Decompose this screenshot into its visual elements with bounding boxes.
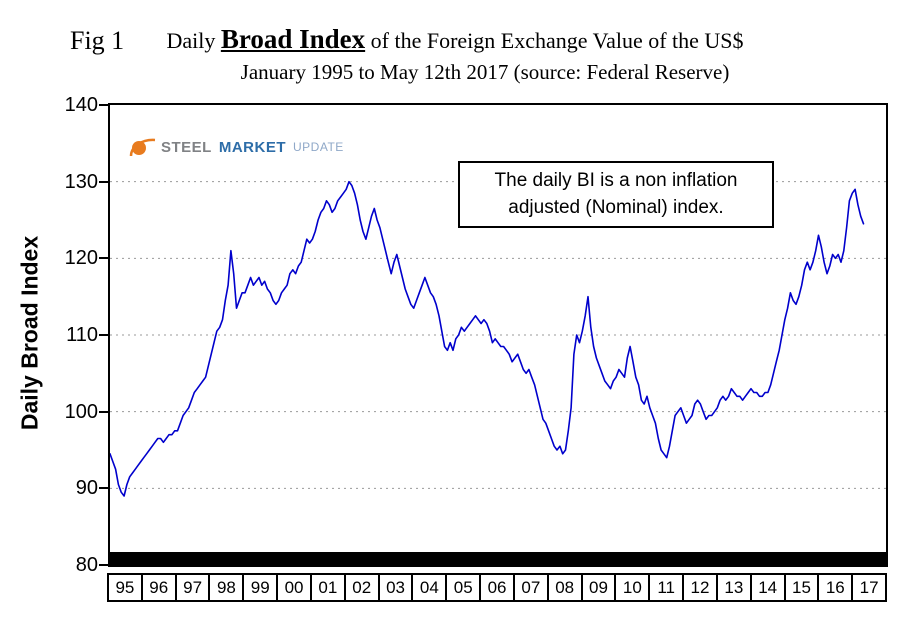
x-axis-label: 12 <box>682 573 718 602</box>
y-axis-tick-mark <box>99 487 108 490</box>
figure-label: Fig 1 <box>70 26 125 55</box>
x-axis-label: 13 <box>715 573 752 602</box>
swoosh-ball <box>132 141 146 155</box>
x-axis-label: 17 <box>851 573 888 602</box>
logo-word-steel: STEEL <box>161 138 212 156</box>
y-axis-tick-label: 140 <box>64 94 98 116</box>
x-axis-label: 05 <box>445 573 482 602</box>
x-axis-label: 96 <box>140 573 177 602</box>
y-axis-tick-label: 80 <box>75 554 98 576</box>
x-axis-label: 10 <box>614 573 651 602</box>
logo-word-market: MARKET <box>218 138 287 156</box>
logo-swoosh-icon <box>129 138 156 157</box>
y-axis-tick-label: 100 <box>64 400 98 423</box>
y-axis-tick-mark <box>99 257 108 260</box>
x-axis-label: 03 <box>377 573 414 602</box>
y-axis-tick-mark <box>99 334 108 336</box>
x-axis-label: 07 <box>512 573 549 602</box>
x-axis-label: 08 <box>546 573 583 602</box>
x-axis-label: 11 <box>648 573 685 602</box>
x-axis-labels: 95 96 97 98 99 00 01 02 03 04 05 06 07 08 09 10 11 12 13 14… <box>107 573 888 602</box>
chart-title-prefix: Daily <box>166 28 221 53</box>
x-axis-label: 01 <box>309 573 346 602</box>
x-axis-label: 98 <box>208 573 245 602</box>
x-axis-label: 99 <box>242 573 279 602</box>
x-axis-label: 04 <box>411 573 448 602</box>
x-axis-label: 00 <box>276 573 312 602</box>
chart-title-emphasis: Broad Index <box>220 24 366 54</box>
x-axis-label: 16 <box>817 573 854 602</box>
chart-title-suffix: of the Foreign Exchange Value of the US$ <box>365 28 744 53</box>
chart-title: Daily Broad Index of the Foreign Exchang… <box>0 24 910 55</box>
annotation-line-1: The daily BI is a non inflation <box>494 170 738 191</box>
y-axis-tick-label: 130 <box>64 170 98 193</box>
x-axis-label: 95 <box>107 573 143 602</box>
x-axis-label: 09 <box>580 573 617 602</box>
y-axis-title: Daily Broad Index <box>16 235 43 431</box>
y-axis-tick-mark <box>99 410 108 413</box>
baseline-bar <box>110 552 886 565</box>
x-axis-label: 02 <box>343 573 380 602</box>
y-axis-tick-label: 90 <box>75 477 98 500</box>
y-axis-tick-mark <box>99 180 108 183</box>
steel-market-update-logo: STEEL MARKET UPDATE <box>128 134 344 160</box>
logo-word-update: UPDATE <box>293 140 344 154</box>
y-axis-tick-mark <box>99 104 108 106</box>
x-axis-label: 06 <box>479 573 515 602</box>
y-axis-tick-mark <box>99 564 108 566</box>
x-axis-label: 15 <box>783 573 820 602</box>
y-axis-tick-label: 110 <box>66 324 98 346</box>
annotation-box: The daily BI is a non inflation adjusted… <box>458 161 774 229</box>
annotation-line-2: adjusted (Nominal) index. <box>508 196 724 218</box>
chart-subtitle: January 1995 to May 12th 2017 (source: F… <box>240 60 730 84</box>
x-axis-label: 14 <box>749 573 786 602</box>
y-axis-tick-label: 120 <box>64 247 98 270</box>
x-axis-label: 97 <box>174 573 211 602</box>
broad-index-line <box>110 180 865 497</box>
plot-area-svg <box>110 180 886 565</box>
